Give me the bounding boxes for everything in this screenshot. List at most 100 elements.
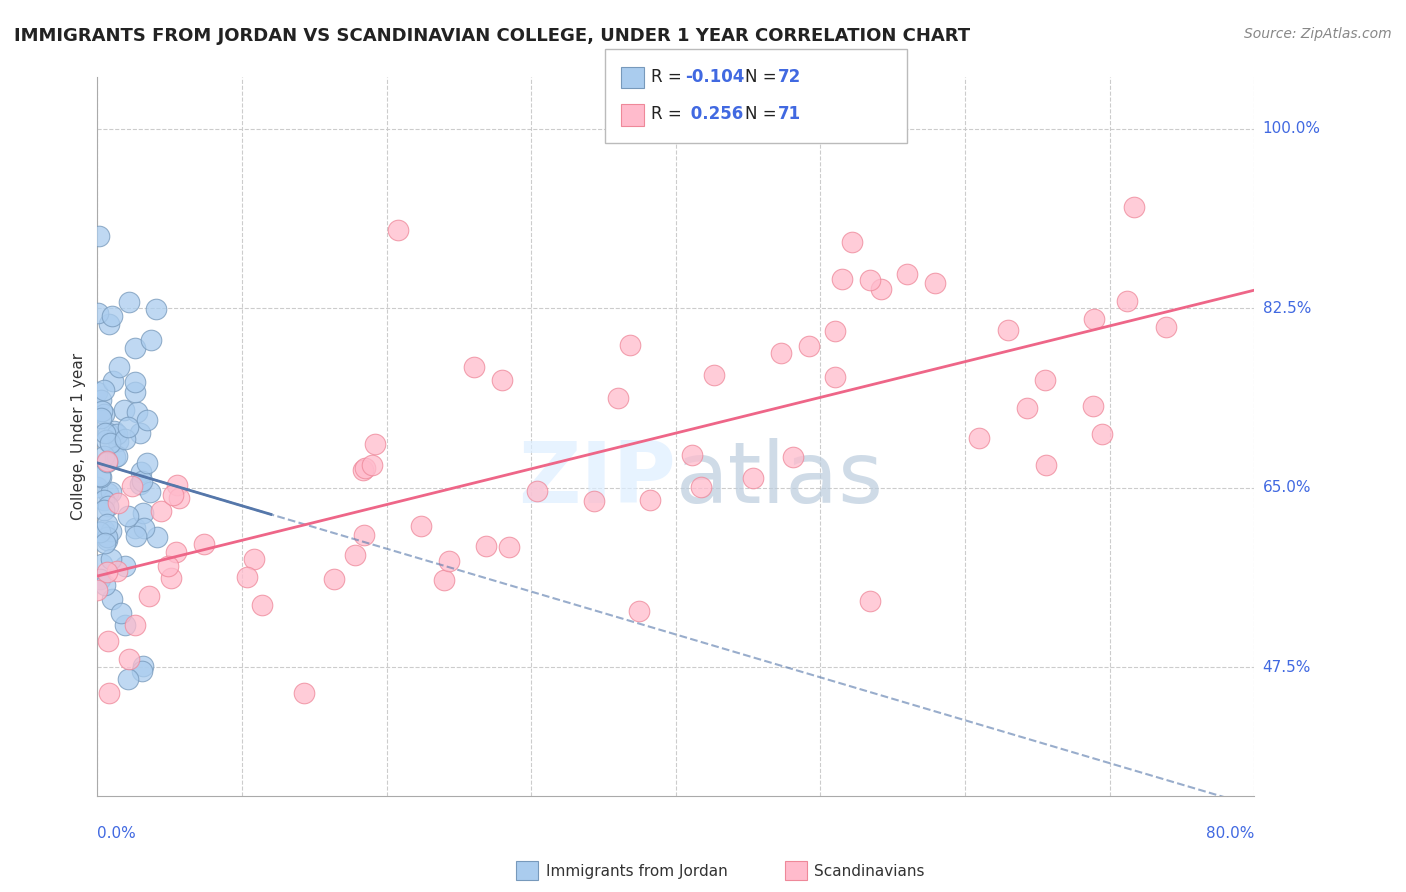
Point xyxy=(364,437,387,451)
Point xyxy=(89,572,111,586)
Point xyxy=(89,469,111,483)
Point xyxy=(841,235,863,249)
Point xyxy=(94,433,117,447)
Point xyxy=(89,524,111,539)
Point xyxy=(799,339,821,353)
Point xyxy=(439,554,461,568)
Point xyxy=(352,463,374,477)
Point xyxy=(145,301,167,316)
Point xyxy=(924,277,946,291)
Point xyxy=(463,360,485,375)
Point xyxy=(703,368,725,383)
Text: 71: 71 xyxy=(778,105,800,123)
Text: 100.0%: 100.0% xyxy=(1263,121,1320,136)
Point xyxy=(129,476,152,491)
Point xyxy=(136,412,159,426)
Text: 0.0%: 0.0% xyxy=(97,826,136,841)
Point xyxy=(94,536,117,550)
Point xyxy=(997,322,1019,336)
Point xyxy=(354,461,377,475)
Point xyxy=(831,272,853,286)
Point xyxy=(250,598,273,612)
Point xyxy=(93,493,115,508)
Point xyxy=(121,478,143,492)
Point xyxy=(93,524,115,538)
Point xyxy=(87,306,110,320)
Point xyxy=(619,338,641,352)
Point xyxy=(681,448,703,462)
Point xyxy=(105,564,128,578)
Point xyxy=(108,359,131,374)
Point xyxy=(117,508,139,523)
Point xyxy=(124,521,146,535)
Point xyxy=(124,617,146,632)
Point xyxy=(243,551,266,566)
Point xyxy=(353,527,375,541)
Point xyxy=(93,449,115,463)
Point xyxy=(118,652,141,666)
Y-axis label: College, Under 1 year: College, Under 1 year xyxy=(72,353,86,520)
Point xyxy=(114,558,136,573)
Point xyxy=(156,558,179,573)
Point xyxy=(859,594,882,608)
Point xyxy=(169,491,191,506)
Point xyxy=(475,539,498,553)
Point xyxy=(690,480,713,494)
Point xyxy=(96,533,118,547)
Point xyxy=(104,450,127,465)
Point xyxy=(114,432,136,446)
Point xyxy=(627,604,650,618)
Text: 82.5%: 82.5% xyxy=(1263,301,1310,316)
Text: 65.0%: 65.0% xyxy=(1263,481,1312,495)
Point xyxy=(1033,374,1056,388)
Text: Scandinavians: Scandinavians xyxy=(814,864,925,879)
Point xyxy=(87,228,110,243)
Point xyxy=(1122,200,1144,214)
Point xyxy=(101,309,124,323)
Point xyxy=(583,494,606,508)
Text: 72: 72 xyxy=(778,68,801,86)
Point xyxy=(824,324,846,338)
Point xyxy=(824,369,846,384)
Point xyxy=(101,374,124,388)
Point xyxy=(103,424,125,438)
Point xyxy=(124,341,146,355)
Point xyxy=(387,223,409,237)
Text: R =: R = xyxy=(651,105,688,123)
Point xyxy=(160,571,183,585)
Text: R =: R = xyxy=(651,68,688,86)
Point xyxy=(1091,426,1114,441)
Point xyxy=(100,524,122,538)
Point xyxy=(1081,400,1104,414)
Point xyxy=(526,483,548,498)
Point xyxy=(138,589,160,603)
Point xyxy=(110,606,132,620)
Point xyxy=(967,431,990,445)
Point xyxy=(90,469,112,483)
Point xyxy=(1015,401,1038,416)
Point xyxy=(1115,294,1137,309)
Point xyxy=(132,659,155,673)
Point xyxy=(114,618,136,632)
Point xyxy=(134,521,156,535)
Point xyxy=(1083,311,1105,326)
Point xyxy=(322,573,344,587)
Point xyxy=(101,592,124,607)
Point xyxy=(94,426,117,441)
Point xyxy=(96,455,118,469)
Point xyxy=(118,295,141,310)
Text: -0.104: -0.104 xyxy=(685,68,744,86)
Point xyxy=(93,407,115,421)
Point xyxy=(124,384,146,399)
Point xyxy=(136,457,159,471)
Point xyxy=(93,578,115,592)
Point xyxy=(1035,458,1057,473)
Point xyxy=(105,427,128,442)
Point xyxy=(124,375,146,389)
Point xyxy=(117,420,139,434)
Point xyxy=(100,485,122,500)
Point xyxy=(193,536,215,550)
Point xyxy=(97,634,120,648)
Point xyxy=(97,486,120,500)
Point xyxy=(100,552,122,566)
